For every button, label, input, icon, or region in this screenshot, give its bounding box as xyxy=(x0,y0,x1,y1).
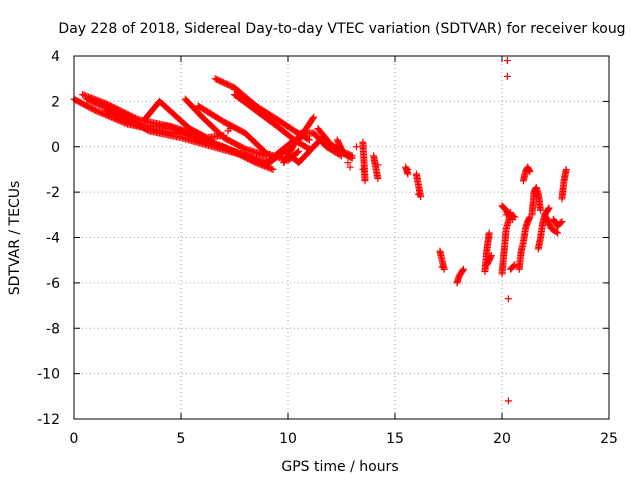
x-tick-label: 20 xyxy=(493,431,511,447)
series-track-15 xyxy=(370,152,382,181)
series-track-22 xyxy=(498,211,518,278)
y-tick-label: -6 xyxy=(46,276,60,292)
data-point xyxy=(310,113,318,121)
data-point xyxy=(487,253,495,261)
data-point xyxy=(269,165,277,173)
x-tick-label: 25 xyxy=(600,431,618,447)
data-point xyxy=(305,136,313,144)
x-tick-label: 0 xyxy=(70,431,79,447)
data-point xyxy=(557,219,565,227)
data-point xyxy=(537,206,545,214)
isolated-data-point xyxy=(374,161,382,169)
x-tick-label: 10 xyxy=(279,431,297,447)
y-axis-label: SDTVAR / TECUs xyxy=(7,181,23,296)
y-tick-labels: -12 -10 -8 -6 -4 -2 0 2 4 xyxy=(37,49,60,428)
isolated-data-point xyxy=(503,72,511,80)
series-track-31 xyxy=(558,167,570,203)
x-axis-label: GPS time / hours xyxy=(281,459,398,475)
chart-title: Day 228 of 2018, Sidereal Day-to-day VTE… xyxy=(58,21,625,37)
data-point xyxy=(361,177,369,185)
y-tick-label: 0 xyxy=(51,140,60,156)
isolated-data-point xyxy=(226,125,234,133)
data-points xyxy=(70,57,570,405)
isolated-data-point xyxy=(415,190,423,198)
data-point xyxy=(309,115,317,123)
isolated-data-point xyxy=(504,397,512,405)
isolated-data-point xyxy=(485,234,493,241)
x-tick-label: 5 xyxy=(177,431,186,447)
series-track-25 xyxy=(515,214,533,273)
series-track-14 xyxy=(359,138,369,183)
series-track-24 xyxy=(507,262,518,273)
isolated-data-point xyxy=(509,215,517,223)
series-track-9 xyxy=(231,91,312,152)
isolated-data-point xyxy=(502,211,510,219)
x-tick-label: 15 xyxy=(386,431,404,447)
y-tick-label: -4 xyxy=(46,231,60,247)
y-tick-label: 4 xyxy=(51,49,60,65)
data-point xyxy=(459,265,467,273)
isolated-data-point xyxy=(346,163,354,171)
isolated-data-point xyxy=(503,57,511,65)
series-track-19 xyxy=(453,266,467,287)
data-point xyxy=(487,252,495,260)
data-point xyxy=(347,153,355,161)
isolated-data-point xyxy=(344,159,352,167)
x-tick-labels: 0 5 10 15 20 25 xyxy=(70,431,618,447)
series-track-13 xyxy=(333,136,355,161)
isolated-data-point xyxy=(359,165,367,173)
data-point xyxy=(459,266,467,274)
isolated-data-point xyxy=(507,209,515,217)
data-point xyxy=(374,175,382,183)
series-track-8 xyxy=(211,75,312,143)
series-track-27 xyxy=(528,184,544,219)
y-tick-label: -2 xyxy=(46,185,60,201)
grid-lines xyxy=(74,56,609,419)
data-point xyxy=(562,165,570,173)
series-track-21 xyxy=(483,253,495,269)
y-tick-label: 2 xyxy=(51,94,60,110)
isolated-data-point xyxy=(438,263,446,271)
data-point xyxy=(304,135,312,143)
data-point xyxy=(295,147,303,155)
data-point xyxy=(554,229,562,237)
data-point xyxy=(552,228,560,236)
isolated-data-point xyxy=(352,143,360,151)
series-track-29 xyxy=(541,211,560,236)
data-point xyxy=(545,204,553,212)
series-track-6 xyxy=(181,95,269,159)
plot-frame xyxy=(73,55,610,420)
isolated-data-point xyxy=(504,295,512,303)
series-track-10 xyxy=(280,129,344,167)
series-track-26 xyxy=(519,163,533,185)
data-point xyxy=(526,168,534,176)
data-point xyxy=(558,218,566,226)
data-point xyxy=(544,205,552,213)
y-tick-label: -8 xyxy=(46,321,60,337)
series-track-11 xyxy=(284,135,325,167)
data-point xyxy=(348,154,356,162)
y-tick-label: -10 xyxy=(37,367,60,383)
data-point xyxy=(294,148,302,156)
y-tick-label: -12 xyxy=(37,412,60,428)
isolated-data-point xyxy=(404,165,412,173)
